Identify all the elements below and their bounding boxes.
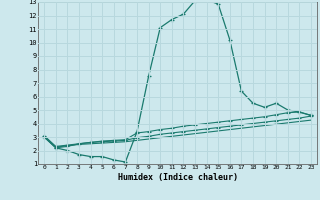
X-axis label: Humidex (Indice chaleur): Humidex (Indice chaleur) <box>118 173 238 182</box>
